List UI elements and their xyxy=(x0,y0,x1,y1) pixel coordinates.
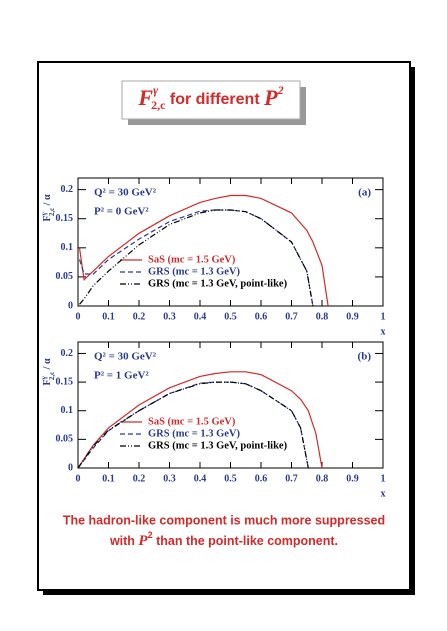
x-axis-label: x xyxy=(381,488,386,499)
annotation: P² = 1 GeV² xyxy=(94,370,149,382)
x-axis-label: x xyxy=(381,326,386,337)
annotation: Q² = 30 GeV² xyxy=(94,351,157,363)
y-label-part: γ xyxy=(40,375,48,380)
y-tick-label: 0.2 xyxy=(61,348,74,359)
title-symbol: F xyxy=(137,85,153,110)
chart: 0 0.1 0.2 0.3 0.4 0.5 0.6 0.7 0.8 0.9 1 0 0.05 0.1 0.1… xyxy=(40,177,386,337)
x-tick-label: 0.8 xyxy=(316,473,329,484)
series-line xyxy=(78,381,309,468)
y-tick-label: 0.2 xyxy=(61,184,74,195)
caption-text: with xyxy=(109,534,138,548)
y-tick-label: 0.15 xyxy=(56,376,74,387)
y-tick-label: 0.05 xyxy=(56,434,74,445)
caption-line: with P2 than the point-like component. xyxy=(109,530,338,549)
x-tick-label: 0.2 xyxy=(133,311,146,322)
title-sub: 2,c xyxy=(151,98,166,112)
caption-var: P xyxy=(138,533,148,549)
y-tick-label: 0.1 xyxy=(61,405,74,416)
x-tick-label: 0.9 xyxy=(346,311,359,322)
annotation: P² = 0 GeV² xyxy=(94,206,149,218)
legend-label: GRS (mc = 1.3 GeV, point-like) xyxy=(148,440,288,451)
y-tick-label: 0 xyxy=(68,462,73,473)
caption-text: than the point-like component. xyxy=(153,534,338,548)
x-tick-label: 0.7 xyxy=(285,311,298,322)
frame xyxy=(37,61,411,591)
legend-label: GRS (mc = 1.3 GeV) xyxy=(148,428,241,439)
y-axis-label: Fγ2,c / α xyxy=(40,358,56,386)
x-tick-label: 0.9 xyxy=(346,473,359,484)
caption-line: The hadron-like component is much more s… xyxy=(63,513,385,527)
x-tick-label: 0.8 xyxy=(316,311,329,322)
x-tick-label: 0.1 xyxy=(102,311,115,322)
legend-label: SaS (mc = 1.5 GeV) xyxy=(148,254,236,265)
y-label-part: / α xyxy=(42,194,53,208)
title-power: 2 xyxy=(277,83,284,97)
chart: 0 0.1 0.2 0.3 0.4 0.5 0.6 0.7 0.8 0.9 1 0 0.05 0.1 0.1… xyxy=(40,341,386,499)
x-tick-label: 0.5 xyxy=(224,473,237,484)
caption-power: 2 xyxy=(148,530,153,540)
y-label-part: / α xyxy=(42,358,53,372)
x-tick-label: 1 xyxy=(381,311,386,322)
x-tick-label: 0.2 xyxy=(133,473,146,484)
x-tick-label: 0.3 xyxy=(163,311,176,322)
series-line xyxy=(78,209,314,306)
y-label-part: F xyxy=(42,379,53,385)
annotation: (a) xyxy=(358,187,371,199)
legend-label: GRS (mc = 1.3 GeV) xyxy=(148,266,241,277)
x-tick-label: 0.4 xyxy=(194,473,207,484)
x-tick-label: 0 xyxy=(76,311,81,322)
series-line xyxy=(78,194,329,306)
x-tick-label: 0.5 xyxy=(224,311,237,322)
y-tick-label: 0.05 xyxy=(56,271,74,282)
y-label-part: γ xyxy=(40,211,48,216)
x-tick-label: 0.7 xyxy=(285,473,298,484)
y-label-part: 2,c xyxy=(48,372,56,380)
legend-label: GRS (mc = 1.3 GeV, point-like) xyxy=(148,278,288,289)
x-tick-label: 0.6 xyxy=(255,311,268,322)
y-tick-label: 0.1 xyxy=(61,242,74,253)
title-box xyxy=(121,80,301,120)
y-label-part: F xyxy=(42,215,53,221)
slide-title: Fγ 2,c for different P2 xyxy=(137,83,283,112)
title-var: P xyxy=(263,85,278,110)
x-tick-label: 0.4 xyxy=(194,311,207,322)
x-tick-label: 0 xyxy=(76,473,81,484)
y-label-part: 2,c xyxy=(48,208,56,216)
y-axis-label: Fγ2,c / α xyxy=(40,194,56,222)
legend-label: SaS (mc = 1.5 GeV) xyxy=(148,416,236,427)
series-line xyxy=(78,371,323,468)
x-tick-label: 0.6 xyxy=(255,473,268,484)
annotation: Q² = 30 GeV² xyxy=(94,187,157,199)
y-tick-label: 0 xyxy=(68,300,73,311)
title-text: for different xyxy=(165,91,264,108)
y-tick-label: 0.15 xyxy=(56,213,74,224)
title-sup: γ xyxy=(153,83,158,97)
annotation: (b) xyxy=(358,351,372,363)
x-tick-label: 1 xyxy=(381,473,386,484)
x-tick-label: 0.3 xyxy=(163,473,176,484)
x-tick-label: 0.1 xyxy=(102,473,115,484)
